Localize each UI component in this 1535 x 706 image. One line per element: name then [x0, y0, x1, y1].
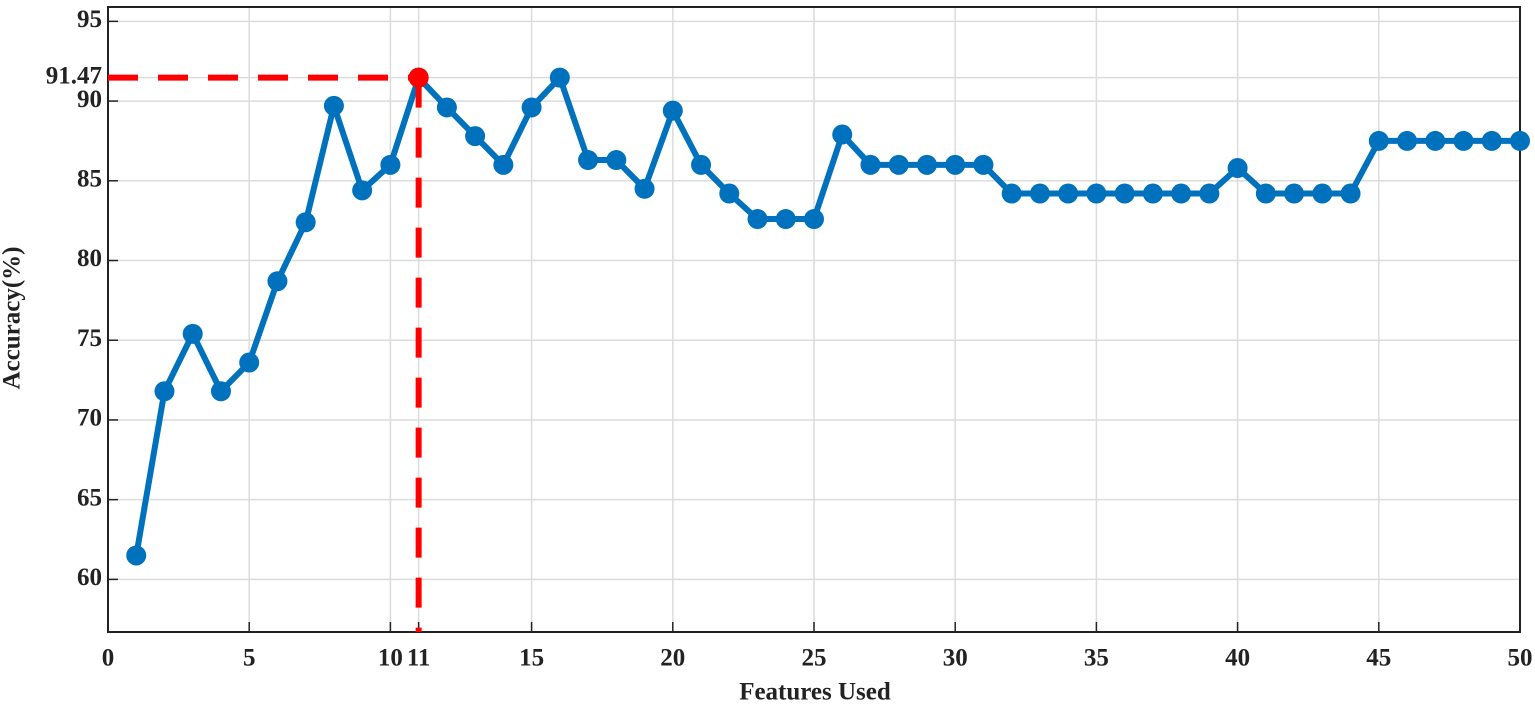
x-tick-label: 40	[1225, 645, 1250, 672]
x-tick-label: 25	[802, 645, 827, 672]
marker	[1086, 183, 1107, 204]
marker	[126, 545, 147, 566]
marker	[1255, 183, 1276, 204]
marker	[1453, 130, 1474, 151]
marker	[916, 154, 937, 175]
marker	[804, 209, 824, 230]
marker	[380, 154, 401, 175]
marker	[860, 154, 881, 175]
marker	[691, 154, 712, 175]
marker	[973, 154, 994, 175]
marker	[1171, 183, 1192, 204]
marker	[1199, 183, 1220, 204]
marker	[1142, 183, 1163, 204]
x-tick-label: 0	[102, 645, 115, 672]
marker	[832, 124, 853, 145]
marker	[521, 97, 542, 118]
marker	[267, 271, 288, 292]
marker	[436, 97, 457, 118]
y-tick-label: 70	[77, 405, 102, 432]
marker	[182, 323, 203, 344]
marker	[239, 352, 260, 373]
marker	[1397, 130, 1418, 151]
marker	[747, 209, 768, 230]
marker	[1001, 183, 1022, 204]
x-tick-label: 15	[519, 645, 544, 672]
plot-frame	[107, 6, 1521, 633]
marker	[1227, 158, 1248, 179]
marker	[493, 154, 514, 175]
x-tick-label: 10	[378, 645, 403, 672]
y-tick-label: 91.47	[46, 62, 102, 89]
marker	[1340, 183, 1361, 204]
x-axis-label: Features Used	[739, 679, 891, 706]
marker	[1481, 130, 1502, 151]
marker	[1058, 183, 1079, 204]
marker	[606, 150, 627, 171]
x-tick-label: 11	[407, 645, 431, 672]
x-tick-label: 50	[1508, 645, 1533, 672]
x-tick-label: 45	[1366, 645, 1391, 672]
marker	[549, 67, 570, 88]
y-tick-label: 80	[77, 245, 102, 272]
marker	[634, 178, 655, 199]
marker	[662, 100, 683, 121]
y-tick-label: 75	[77, 325, 102, 352]
series-line	[133, 74, 1520, 556]
y-tick-label: 85	[77, 166, 102, 193]
y-tick-label: 60	[77, 564, 102, 591]
x-tick-label: 20	[660, 645, 685, 672]
y-axis-label: Accuracy(%)	[0, 247, 26, 390]
marker	[154, 381, 175, 402]
marker	[578, 150, 599, 171]
marker	[1368, 130, 1389, 151]
marker	[1510, 130, 1530, 151]
x-tick-label: 30	[943, 645, 968, 672]
marker	[1284, 183, 1305, 204]
y-tick-label: 95	[77, 6, 102, 33]
marker	[945, 154, 966, 175]
marker	[465, 126, 486, 147]
marker	[352, 180, 373, 201]
x-tick-label: 35	[1084, 645, 1109, 672]
marker	[1425, 130, 1446, 151]
marker	[1114, 183, 1135, 204]
y-tick-label: 90	[77, 86, 102, 113]
marker	[210, 381, 231, 402]
marker	[1312, 183, 1333, 204]
marker	[295, 212, 316, 233]
y-tick-label: 65	[77, 484, 102, 511]
highlight-point	[408, 67, 429, 88]
marker	[323, 95, 344, 116]
x-tick-label: 5	[243, 645, 256, 672]
marker	[775, 209, 796, 230]
marker	[719, 183, 740, 204]
marker	[888, 154, 909, 175]
marker	[1029, 183, 1050, 204]
